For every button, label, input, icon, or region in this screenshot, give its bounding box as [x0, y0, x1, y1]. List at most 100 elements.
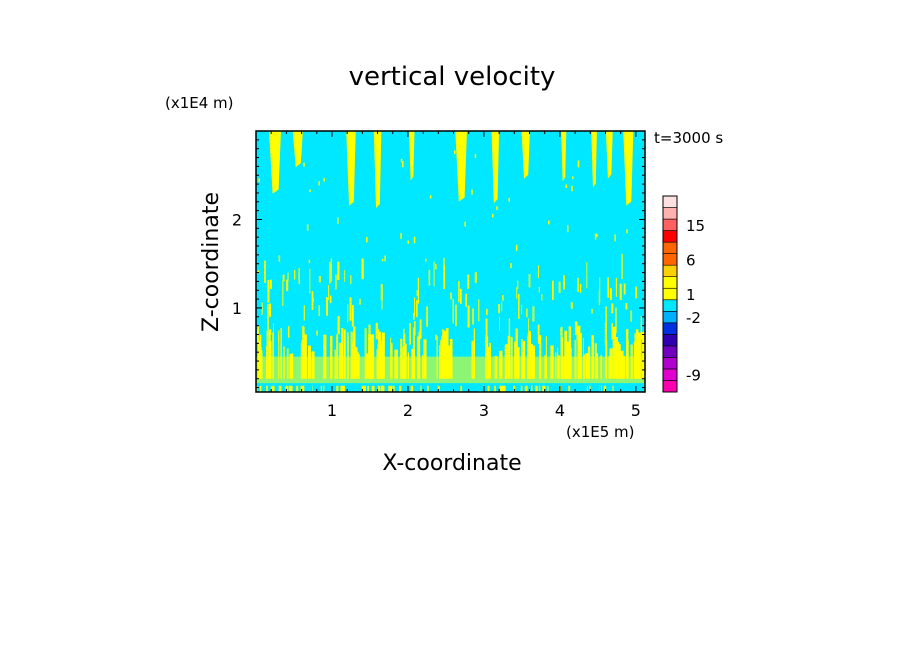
updraft-cell [280, 328, 283, 379]
updraft-cell [358, 353, 360, 379]
colorbar-swatch [662, 310, 678, 324]
updraft-speck [429, 195, 432, 199]
updraft-cell [494, 385, 497, 392]
updraft-filament [579, 284, 582, 293]
updraft-speck [400, 233, 402, 239]
upper-plume [269, 131, 281, 194]
updraft-cell [485, 336, 489, 379]
updraft-cell [538, 385, 541, 392]
updraft-filament [472, 308, 474, 325]
updraft-cell [363, 385, 366, 392]
colorbar-swatch [662, 218, 678, 231]
updraft-cell [563, 356, 566, 379]
updraft-cell [508, 342, 511, 379]
updraft-cell [303, 385, 305, 392]
updraft-filament [458, 281, 460, 303]
updraft-cell [333, 385, 336, 392]
updraft-filament [328, 285, 330, 301]
updraft-cell [603, 385, 607, 392]
updraft-filament [623, 283, 626, 295]
updraft-cell [481, 385, 484, 392]
x-tick-label: 2 [403, 401, 413, 420]
updraft-cell [539, 385, 542, 392]
updraft-filament [330, 258, 332, 282]
updraft-filament [347, 304, 349, 323]
updraft-speck [413, 236, 416, 244]
updraft-filament [368, 324, 371, 336]
updraft-filament [278, 334, 279, 343]
updraft-cell [357, 351, 359, 379]
updraft-cell [324, 385, 326, 392]
updraft-filament [467, 274, 470, 289]
updraft-filament [428, 269, 431, 286]
updraft-cell [626, 329, 629, 379]
updraft-filament [282, 280, 284, 306]
updraft-cell [354, 347, 358, 379]
updraft-cell [377, 385, 381, 392]
updraft-cell [343, 353, 346, 379]
updraft-cell [589, 385, 591, 392]
updraft-cell [599, 385, 602, 392]
colorbar-swatch [662, 195, 678, 208]
updraft-cell [370, 334, 375, 379]
updraft-filament [434, 334, 437, 340]
updraft-cell [377, 343, 380, 379]
updraft-filament [526, 308, 528, 318]
updraft-cell [520, 385, 523, 392]
updraft-filament [598, 290, 600, 306]
updraft-cell [564, 330, 568, 379]
updraft-filament [316, 330, 318, 336]
updraft-cell [356, 385, 359, 392]
updraft-filament [486, 308, 488, 315]
colorbar-label: -2 [686, 309, 701, 327]
velocity-field [256, 131, 645, 392]
updraft-filament [518, 294, 520, 319]
updraft-cell [563, 385, 566, 392]
updraft-speck [306, 224, 309, 231]
updraft-speck [318, 181, 320, 186]
updraft-filament [607, 284, 610, 298]
colorbar-frame [662, 195, 678, 393]
updraft-speck [510, 263, 512, 269]
updraft-cell [484, 385, 487, 392]
updraft-filament [615, 277, 618, 297]
updraft-filament [318, 276, 321, 283]
updraft-cell [532, 385, 536, 392]
updraft-filament [452, 298, 455, 324]
updraft-cell [411, 348, 415, 379]
colorbar-label: 6 [686, 251, 696, 269]
updraft-speck [435, 263, 437, 270]
updraft-filament [615, 307, 617, 333]
updraft-speck [303, 162, 305, 167]
updraft-speck [571, 185, 573, 192]
updraft-cell [449, 338, 453, 379]
colorbar-label: -9 [686, 367, 701, 385]
updraft-filament [599, 277, 601, 304]
updraft-cell [568, 385, 571, 392]
updraft-cell [288, 385, 292, 392]
updraft-cell [496, 385, 499, 392]
updraft-cell [630, 344, 633, 379]
updraft-cell [258, 347, 262, 379]
updraft-cell [431, 385, 434, 392]
updraft-cell [527, 333, 532, 379]
updraft-cell [353, 326, 356, 379]
updraft-cell [557, 348, 559, 379]
updraft-filament [528, 274, 531, 288]
updraft-filament [611, 303, 614, 314]
updraft-cell [266, 346, 268, 379]
updraft-filament [640, 316, 643, 340]
updraft-speck [596, 233, 598, 238]
colorbar-swatch [662, 299, 678, 312]
updraft-filament [329, 262, 331, 284]
upper-plume [373, 131, 382, 208]
updraft-filament [267, 304, 269, 330]
updraft-filament [576, 321, 578, 340]
updraft-cell [571, 385, 574, 392]
updraft-cell [489, 342, 491, 379]
updraft-filament [414, 321, 416, 336]
updraft-cell [641, 331, 645, 379]
updraft-cell [521, 385, 525, 392]
updraft-cell [336, 334, 339, 379]
